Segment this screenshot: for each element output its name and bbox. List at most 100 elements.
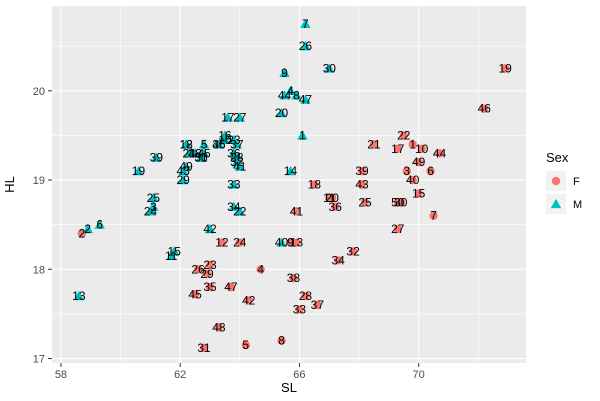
point-label-f-7: 7 <box>430 209 437 223</box>
point-label-m-14: 14 <box>284 164 298 178</box>
point-f-20 <box>328 193 337 203</box>
point-label-f-15: 15 <box>412 186 426 200</box>
point-label-f-2: 2 <box>78 227 85 241</box>
point-m-34 <box>228 201 240 211</box>
point-label-m-33: 33 <box>227 178 241 192</box>
point-label-m-13: 13 <box>72 289 86 303</box>
point-f-1 <box>408 140 417 149</box>
point-label-m-35: 35 <box>212 137 226 151</box>
major-gridlines <box>52 6 526 363</box>
point-m-49 <box>180 161 192 171</box>
legend-marker-f <box>551 176 561 186</box>
point-f-37 <box>313 300 322 310</box>
point-f-35 <box>205 282 215 292</box>
point-label-m-39: 39 <box>150 151 164 165</box>
point-label-f-32: 32 <box>346 244 360 258</box>
point-label-m-8: 8 <box>293 88 300 102</box>
point-label-m-24: 24 <box>144 204 158 218</box>
point-label-m-7: 7 <box>302 17 309 31</box>
point-label-m-18: 18 <box>179 137 193 151</box>
legend-label-f: F <box>573 176 580 188</box>
y-tick-label: 20 <box>33 86 45 98</box>
point-label-f-38: 38 <box>287 271 301 285</box>
point-label-m-5: 5 <box>201 137 208 151</box>
x-axis: 58 62 66 70 <box>55 363 425 381</box>
point-f-41 <box>292 207 301 216</box>
point-m-20 <box>276 107 287 118</box>
data-points <box>73 18 510 353</box>
y-tick-label: 17 <box>33 354 45 366</box>
point-f-40 <box>408 175 417 185</box>
point-f-3 <box>402 166 411 176</box>
point-f-45 <box>190 290 200 299</box>
point-label-f-4: 4 <box>257 262 264 276</box>
point-m-14 <box>285 165 296 176</box>
point-m-46 <box>213 139 225 149</box>
point-label-f-1: 1 <box>409 137 416 151</box>
point-m-6 <box>94 219 105 229</box>
point-label-m-23: 23 <box>227 133 241 147</box>
point-m-42 <box>204 223 216 234</box>
legend-label-m: M <box>573 199 582 211</box>
point-label-f-48: 48 <box>212 320 226 334</box>
point-label-m-42: 42 <box>203 222 217 236</box>
point-m-50 <box>195 152 207 162</box>
legend-marker-m <box>550 198 562 209</box>
point-m-18 <box>180 139 192 149</box>
point-f-19 <box>500 64 510 73</box>
point-m-22 <box>234 206 246 216</box>
point-f-33 <box>295 305 304 314</box>
point-label-m-25: 25 <box>147 191 161 205</box>
point-f-12 <box>217 238 227 247</box>
point-f-42 <box>244 296 253 305</box>
point-label-f-13: 13 <box>290 236 304 250</box>
legend-title: Sex <box>546 150 569 165</box>
point-label-f-26: 26 <box>191 262 205 276</box>
point-m-39 <box>151 152 162 162</box>
point-f-6 <box>426 166 435 176</box>
point-m-40 <box>276 237 287 247</box>
y-tick-label: 19 <box>33 175 45 187</box>
point-label-f-22: 22 <box>397 128 411 142</box>
point-label-m-17: 17 <box>221 111 235 125</box>
point-f-46 <box>480 104 489 113</box>
point-f-29 <box>202 269 212 278</box>
point-label-m-1: 1 <box>299 128 306 142</box>
point-label-f-36: 36 <box>329 200 343 214</box>
point-label-f-41: 41 <box>290 204 304 218</box>
point-f-8 <box>277 336 286 345</box>
point-f-9 <box>286 238 295 247</box>
y-tick-label: 18 <box>33 264 45 276</box>
point-f-22 <box>399 131 408 140</box>
point-label-m-30: 30 <box>323 61 337 75</box>
point-label-f-29: 29 <box>200 267 214 281</box>
point-label-m-49: 49 <box>179 160 193 174</box>
point-m-9 <box>279 67 290 78</box>
point-m-30 <box>324 63 335 73</box>
point-f-44 <box>435 149 444 158</box>
point-f-18 <box>310 180 319 189</box>
point-label-m-28: 28 <box>230 151 244 165</box>
point-f-5 <box>241 340 250 350</box>
point-label-f-30: 30 <box>394 195 408 209</box>
point-m-27 <box>234 112 246 122</box>
point-m-37 <box>231 139 243 149</box>
point-m-4 <box>285 85 296 95</box>
y-axis-title: HL <box>2 176 17 193</box>
point-f-24 <box>235 238 245 247</box>
point-label-f-6: 6 <box>427 164 434 178</box>
point-label-m-44: 44 <box>278 88 292 102</box>
point-label-m-46: 46 <box>212 137 226 151</box>
x-tick-label: 58 <box>55 369 67 381</box>
point-label-m-29: 29 <box>176 173 190 187</box>
point-m-26 <box>300 40 311 51</box>
point-label-m-6: 6 <box>96 218 103 232</box>
point-f-48 <box>214 323 224 332</box>
x-tick-label: 62 <box>174 369 186 381</box>
point-label-f-20: 20 <box>326 191 340 205</box>
point-label-f-44: 44 <box>433 146 447 160</box>
point-label-m-10: 10 <box>218 133 232 147</box>
point-m-24 <box>145 206 156 216</box>
point-label-f-11: 11 <box>323 191 336 205</box>
